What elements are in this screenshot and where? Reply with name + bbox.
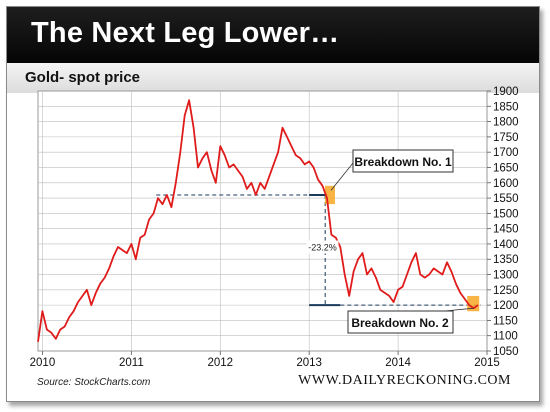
- y-tick-label: 1750: [493, 132, 519, 144]
- y-tick-label: 1900: [493, 86, 519, 98]
- decline-percent-label: -23.2%: [308, 243, 337, 253]
- decline-label-bg: [306, 240, 339, 254]
- chart-label-band: Gold- spot price: [7, 63, 539, 93]
- breakdown-1-highlight: [324, 185, 335, 205]
- x-axis-ticks: 2010 2011 2012 2013 2014 2015: [30, 351, 500, 369]
- y-tick-label: 1450: [493, 224, 519, 236]
- breakdown-2-label: Breakdown No. 2: [351, 316, 449, 330]
- y-tick-label: 1650: [493, 162, 519, 174]
- y-tick-label: 1400: [493, 239, 519, 251]
- chart-title: Gold- spot price: [25, 69, 141, 86]
- gold-price-line: [37, 99, 479, 342]
- y-tick-label: 1800: [493, 117, 519, 129]
- x-tick-label: 2011: [119, 357, 144, 369]
- y-tick-label: 1600: [493, 178, 519, 190]
- gold-price-chart: 1050 1100 1150 1200 1250 1300 1350 1400 1450 1500…: [30, 86, 519, 369]
- y-axis-ticks: 1050 1100 1150 1200 1250 1300 1350 1400 1450 1500…: [487, 86, 519, 358]
- x-tick-label: 2013: [296, 357, 322, 369]
- y-tick-label: 1350: [493, 254, 519, 266]
- x-tick-label: 2010: [30, 357, 56, 369]
- breakdown-1-label: Breakdown No. 1: [354, 155, 452, 169]
- y-tick-label: 1500: [493, 208, 519, 220]
- series-group: [37, 99, 479, 342]
- title-bar: The Next Leg Lower…: [7, 7, 539, 63]
- y-tick-label: 1200: [493, 300, 519, 312]
- website-credit: WWW.DAILYRECKONING.COM: [298, 373, 511, 388]
- annotations: Breakdown No. 1 Breakdown No. 2 -23.2%: [306, 149, 474, 334]
- breakdown-1-leader: [330, 162, 354, 191]
- y-tick-label: 1050: [493, 346, 519, 358]
- y-tick-label: 1150: [493, 315, 518, 327]
- y-tick-label: 1100: [493, 331, 518, 343]
- breakdown-2-label-box: [347, 310, 454, 334]
- guide-lines: [156, 194, 481, 307]
- y-tick-label: 1850: [493, 101, 519, 113]
- y-tick-label: 1550: [493, 193, 519, 205]
- x-tick-label: 2015: [474, 357, 500, 369]
- y-tick-label: 1700: [493, 147, 519, 159]
- y-tick-label: 1250: [493, 285, 519, 297]
- chart-card: The Next Leg Lower… Gold- spot price 105…: [6, 6, 540, 402]
- y-tick-label: 1300: [493, 270, 519, 282]
- page-title: The Next Leg Lower…: [31, 17, 340, 49]
- x-tick-label: 2014: [385, 357, 411, 369]
- plot-area: [37, 90, 488, 352]
- grid-lines: [38, 91, 487, 351]
- x-tick-label: 2012: [207, 357, 233, 369]
- breakdown-1-label-box: [352, 149, 454, 173]
- source-credit: Source: StockCharts.com: [37, 377, 151, 388]
